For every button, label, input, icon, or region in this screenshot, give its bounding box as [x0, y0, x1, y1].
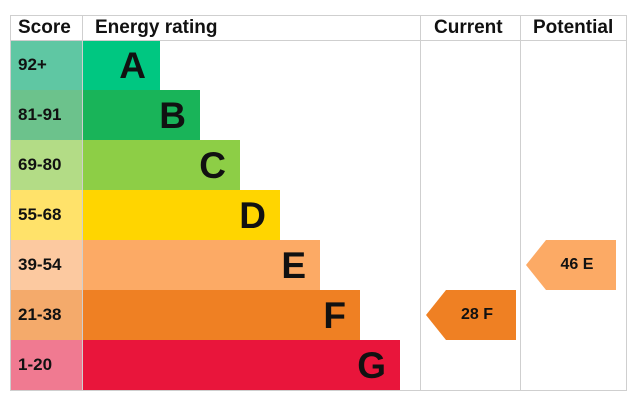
rating-bar-f: F [82, 290, 360, 340]
score-range-c: 69-80 [10, 140, 82, 190]
rating-letter-f: F [323, 295, 346, 336]
bottom-border-line [10, 390, 626, 391]
rating-bar-e: E [82, 240, 320, 290]
score-range-d: 55-68 [10, 190, 82, 240]
rating-letter-d: D [239, 195, 266, 236]
current-column-line [420, 15, 421, 391]
score-column-line [10, 15, 11, 391]
rating-bar-c: C [82, 140, 240, 190]
rating-column-line [82, 15, 83, 391]
score-range-a: 92+ [10, 40, 82, 90]
potential-rating-tag: 46 E [526, 240, 616, 290]
rating-letter-a: A [119, 45, 146, 86]
rating-bar-d: D [82, 190, 280, 240]
rating-letter-e: E [281, 245, 306, 286]
rating-bar-g: G [82, 340, 400, 390]
header-divider-line [10, 40, 626, 41]
current-rating-tag: 28 F [426, 290, 516, 340]
rating-letter-g: G [357, 345, 386, 386]
score-range-g: 1-20 [10, 340, 82, 390]
rating-letter-c: C [199, 145, 226, 186]
score-range-e: 39-54 [10, 240, 82, 290]
score-header: Score [18, 17, 71, 38]
rating-bar-b: B [82, 90, 200, 140]
score-range-b: 81-91 [10, 90, 82, 140]
score-range-f: 21-38 [10, 290, 82, 340]
current-header: Current [434, 17, 503, 38]
potential-column-line [520, 15, 521, 391]
potential-header: Potential [533, 17, 614, 38]
rating-letter-b: B [159, 95, 186, 136]
top-border-line [10, 15, 626, 16]
rating-bar-a: A [82, 40, 160, 90]
energy-rating-header: Energy rating [95, 17, 218, 38]
